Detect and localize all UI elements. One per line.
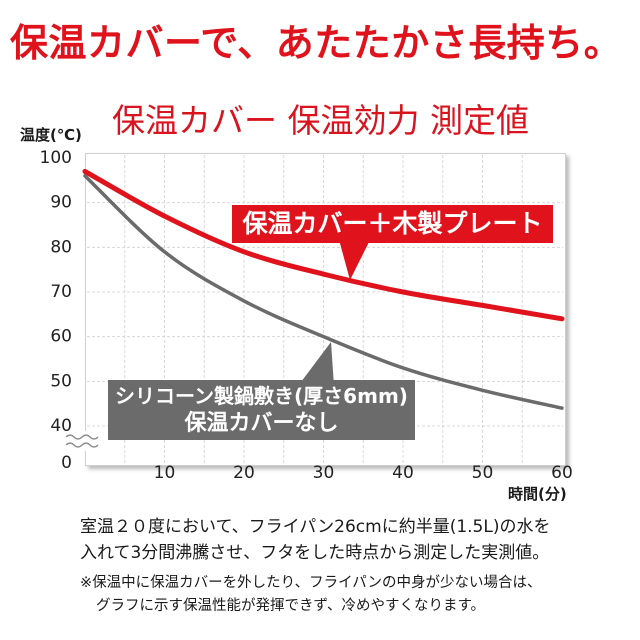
callout-pointer-gray [298, 342, 334, 386]
series-line-0 [82, 168, 565, 322]
footnote-line: 入れて3分間沸騰させ、フタをした時点から測定した実測値。 [80, 543, 550, 563]
y-tick-label: 40 [50, 416, 72, 436]
y-tick-label: 100 [40, 148, 72, 168]
axis-break-mark [65, 434, 99, 440]
y-tick-label: 80 [50, 237, 72, 257]
x-axis-label: 時間(分) [508, 485, 567, 503]
callout-pointer-red [338, 236, 372, 280]
y-tick-label: 90 [50, 193, 72, 213]
series-label-line: 保温カバー＋木製プレート [242, 209, 543, 238]
y-axis-label: 温度(℃) [20, 126, 82, 144]
x-tick-label: 50 [472, 463, 494, 483]
axis-break-mark [65, 442, 99, 448]
y-tick-label: 60 [50, 327, 72, 347]
series-label-line: シリコーン製鍋敷き(厚さ6mm) [115, 384, 408, 408]
chart-title: 保温カバー 保温効力 測定値 [112, 101, 529, 140]
x-tick-label: 60 [551, 463, 573, 483]
x-tick-label: 30 [313, 463, 335, 483]
series-label-silicone-no-cover: シリコーン製鍋敷き(厚さ6mm) 保温カバーなし [108, 380, 415, 440]
series-line-1 [83, 174, 564, 410]
x-tick-label: 20 [233, 463, 255, 483]
footnote-line: 室温２０度において、フライパン26cmに約半量(1.5L)の水を [80, 517, 551, 537]
y-tick-label-origin: 0 [61, 453, 72, 473]
caution-line: グラフに示す保温性能が発揮できず、冷めやすくなります。 [96, 598, 486, 614]
x-tick-label: 40 [392, 463, 414, 483]
series-label-cover-wood-plate: 保温カバー＋木製プレート [232, 205, 553, 243]
y-tick-label: 70 [50, 282, 72, 302]
caution-line: ※保温中に保温カバーを外したり、フライパンの中身が少ない場合は、 [80, 575, 542, 591]
x-tick-label: 10 [154, 463, 176, 483]
y-tick-label: 50 [50, 371, 72, 391]
headline: 保温カバーで、あたたかさ長持ち。 [10, 21, 623, 65]
series-label-line: 保温カバーなし [184, 411, 339, 436]
